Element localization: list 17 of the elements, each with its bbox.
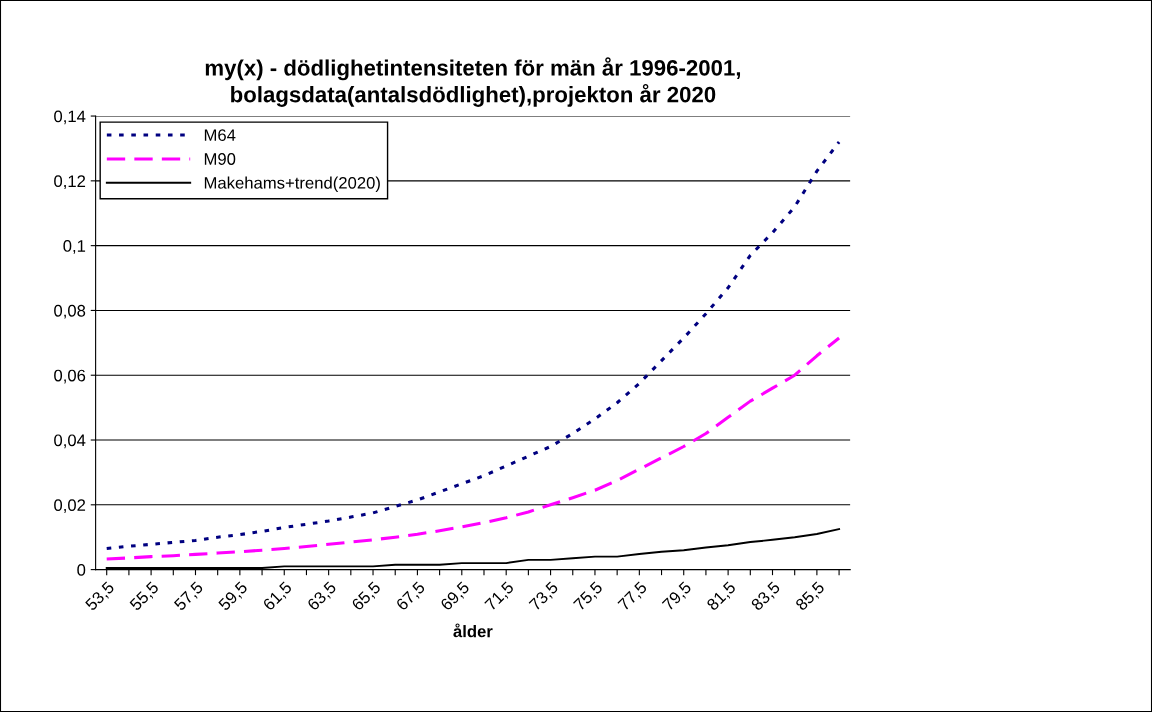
- x-tick-label: 83,5: [750, 580, 783, 613]
- line-series: [105, 140, 841, 551]
- line-series: [105, 336, 841, 561]
- y-tick-label: 0,12: [54, 175, 86, 190]
- y-tick-label: 0,08: [54, 304, 86, 319]
- x-axis-title: ålder: [453, 623, 493, 638]
- y-tick-label: 0,02: [54, 499, 86, 513]
- y-tick-label: 0,04: [54, 434, 86, 449]
- y-tick-label: 0: [77, 564, 86, 576]
- legend-label: Makehams+trend(2020): [204, 176, 380, 193]
- y-tick-label: 0,14: [54, 110, 86, 125]
- x-tick-label: 77,5: [617, 580, 649, 613]
- legend-label: M90: [204, 153, 236, 165]
- legend-label: M64: [204, 129, 236, 142]
- chart-title: my(x) - dödlighetintensiteten för män år 1996-2001, bolagsdata(antalsdödlighet),projekton år 2020: [205, 57, 741, 107]
- y-tick-label: 0,06: [54, 369, 86, 384]
- y-tick-label: 0,1: [63, 240, 86, 254]
